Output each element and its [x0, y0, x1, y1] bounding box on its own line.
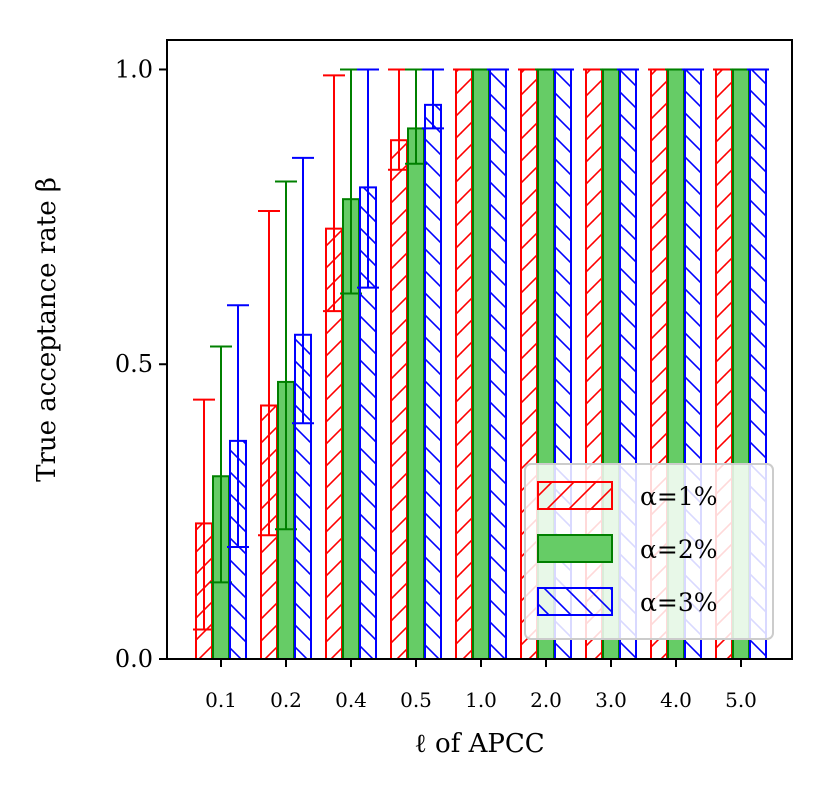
legend: α=1% α=2% α=3%	[524, 463, 774, 640]
y-tick-label: 0.5	[115, 350, 153, 378]
y-tick-label: 0.0	[115, 645, 153, 673]
error-bar-1-0.1	[193, 398, 215, 631]
bar-3-1.0	[489, 68, 507, 660]
error-bar-1-0.4	[323, 74, 345, 313]
x-tick-label: 4.0	[660, 688, 692, 712]
error-bar-3-0.2	[292, 156, 314, 425]
x-tick-label: 3.0	[595, 688, 627, 712]
legend-item-2: α=2%	[537, 534, 718, 564]
legend-label: α=2%	[640, 535, 718, 564]
bar-2-0.5	[407, 127, 425, 660]
legend-item-3: α=3%	[537, 587, 718, 617]
x-tick-label: 5.0	[725, 688, 757, 712]
bar-3-0.5	[424, 103, 442, 661]
error-bar-1-0.2	[258, 209, 280, 537]
legend-label: α=1%	[640, 482, 718, 511]
plot-frame	[166, 39, 793, 660]
bar-1-0.5	[390, 139, 408, 660]
x-tick-label: 0.5	[400, 688, 432, 712]
error-bar-3-0.4	[357, 68, 379, 289]
x-tick-label: 0.4	[335, 688, 367, 712]
error-bar-2-0.2	[275, 180, 297, 531]
x-tick-label: 1.0	[465, 688, 497, 712]
legend-label: α=3%	[640, 588, 718, 617]
legend-swatch	[537, 481, 613, 510]
error-bar-2-0.1	[210, 345, 232, 584]
x-tick-label: 0.2	[270, 688, 302, 712]
x-tick-label: 0.1	[205, 688, 237, 712]
x-tick-label: 2.0	[530, 688, 562, 712]
y-axis-label: True acceptance rate β	[32, 177, 62, 482]
legend-swatch	[537, 534, 613, 563]
error-bar-3-0.5	[422, 68, 444, 130]
bar-2-1.0	[472, 68, 490, 660]
x-axis-label: ℓ of APCC	[414, 729, 544, 759]
axes: 0.0 0.5 1.0 0.1 0.2 0.4 0.5 1.0 2.0 3.0 4.0 5.0 ℓ of…	[32, 39, 793, 759]
legend-swatch	[537, 587, 613, 616]
error-bar-3-0.1	[227, 304, 249, 548]
y-tick-label: 1.0	[115, 55, 153, 83]
bar-1-1.0	[455, 68, 473, 660]
legend-item-1: α=1%	[537, 481, 718, 511]
